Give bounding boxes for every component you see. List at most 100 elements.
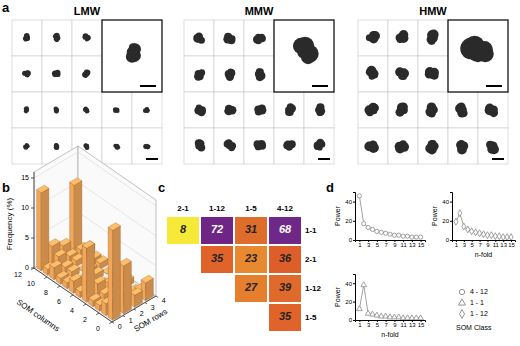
bar-top: [37, 185, 49, 193]
x-tick-label: 12: [14, 271, 22, 278]
particle: [194, 69, 205, 80]
x-tick-label: 1: [455, 242, 459, 248]
y-tick-mark: [156, 296, 158, 297]
image-cell: [478, 92, 508, 128]
image-cell: [214, 20, 244, 56]
cell-label: 23: [244, 252, 257, 264]
particle-lobe: [84, 107, 88, 111]
bar-top: [96, 256, 108, 264]
particle-lobe: [256, 73, 264, 81]
cell-label: 39: [279, 281, 292, 293]
legend-label: 4 - 12: [470, 288, 488, 295]
image-cell: [358, 92, 388, 128]
series-marker: [366, 225, 370, 229]
series-marker: [370, 227, 374, 231]
x-tick-label: 7: [384, 242, 388, 248]
z-tick-mark: [31, 268, 34, 269]
x-tick: 11: [401, 320, 408, 328]
z-tick-label: 10: [21, 204, 29, 211]
x-tick-label: 13: [409, 322, 416, 328]
x-tick: 1: [358, 320, 362, 328]
particle: [315, 103, 325, 116]
particle-lobe: [195, 107, 201, 113]
image-title: LMW: [74, 5, 101, 17]
particle: [455, 102, 467, 117]
y-tick-mark: [353, 221, 355, 222]
x-tick-label: 4: [70, 307, 74, 314]
y-tick-mark: [353, 283, 355, 284]
y-axis-title: SOM rows: [132, 307, 169, 334]
image-cell: [448, 128, 478, 164]
x-tick-label: 15: [508, 242, 515, 248]
x-tick: 5: [376, 240, 380, 248]
y-tick-label: 40: [442, 199, 449, 205]
y-tick-label: 1: [129, 317, 133, 324]
y-tick-mark: [450, 202, 452, 203]
z-tick-mark: [31, 238, 34, 239]
particle: [285, 103, 296, 116]
particle-lobe: [400, 107, 408, 115]
x-axis-title: SOM columns: [15, 297, 61, 333]
legend-title: SOM Class: [456, 324, 492, 331]
x-tick: 7: [478, 240, 482, 248]
bar: [108, 223, 120, 321]
particle: [194, 105, 206, 117]
image-cell: [184, 20, 214, 56]
particle-lobe: [25, 73, 29, 77]
row-header: 2-1: [305, 255, 317, 264]
particle-lobe: [54, 109, 59, 114]
y-tick-mark: [112, 322, 114, 323]
x-tick-label: 3: [367, 322, 371, 328]
scale-bar: [486, 85, 502, 87]
y-axis: 02040: [442, 193, 452, 244]
particle: [143, 107, 150, 113]
bar-face: [113, 226, 121, 321]
series-marker: [379, 230, 383, 234]
y-tick-label: 3: [151, 304, 155, 311]
particle: [113, 107, 120, 113]
column-header: 4-12: [277, 204, 294, 213]
image-cell: [42, 92, 72, 128]
scale-bar: [318, 158, 330, 160]
x-tick: 13: [409, 240, 416, 248]
particle: [425, 102, 437, 117]
bar-face: [82, 245, 87, 302]
image-cell: [418, 56, 448, 92]
z-grid-line: [34, 212, 156, 266]
series-line: [359, 285, 420, 318]
image-cell: [358, 128, 388, 164]
y-tick-label: 4: [162, 297, 166, 304]
row-header: 1-1: [305, 226, 317, 235]
x-tick-label: 9: [393, 322, 397, 328]
particle-lobe: [86, 36, 91, 41]
x-tick-label: 0: [96, 325, 100, 332]
image-cell: [12, 20, 42, 56]
line-chart: 1357911131502040Power: [334, 193, 426, 249]
inset-frame: [448, 20, 508, 92]
particle: [193, 32, 205, 43]
particle: [314, 139, 326, 151]
series-marker: [397, 233, 401, 237]
particle: [83, 107, 89, 114]
bar-top: [65, 249, 77, 257]
bar-face: [37, 190, 42, 271]
x-tick-label: 3: [463, 242, 467, 248]
legend-marker: [458, 299, 465, 305]
x-tick-label: 15: [418, 322, 425, 328]
legend-label: 1 - 1: [470, 299, 484, 306]
y-tick: 20: [345, 218, 355, 224]
cell: [201, 217, 233, 244]
image-panel: MMW: [184, 5, 334, 164]
z-tick-mark: [31, 178, 34, 179]
z-tick-label: 5: [25, 234, 29, 241]
image-cell: [274, 92, 304, 128]
bar-top: [141, 275, 153, 283]
scale-bar: [146, 158, 158, 160]
particle-lobe: [425, 107, 435, 117]
x-tick: 3: [367, 240, 371, 248]
x-axis-title: n-fold: [381, 331, 399, 338]
cell: [235, 217, 267, 244]
particle: [23, 33, 30, 41]
particle-lobe: [85, 70, 90, 75]
line-chart: 1357911131502040Powern-fold: [334, 275, 426, 339]
